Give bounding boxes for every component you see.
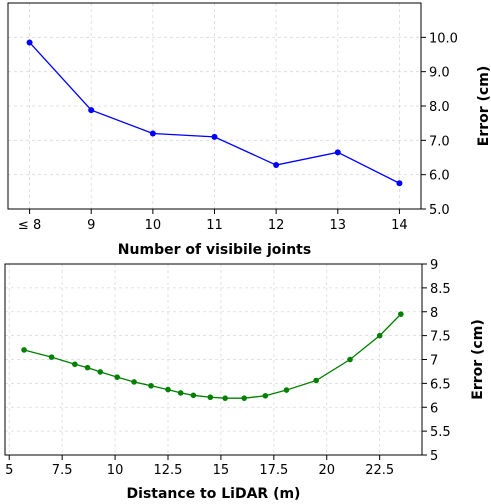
data-point [222,395,228,401]
data-point [398,311,404,317]
data-point [131,379,137,385]
x-tick-label: 15 [213,463,230,478]
x-tick-label: 14 [391,218,408,233]
y-tick-label: 6 [430,401,438,416]
x-tick-label: 20 [318,463,335,478]
top-chart: ≤ 8 9 10 11 12 13 14 5.0 6.0 7.0 8.0 9.0 10.0 Number … [7,2,491,258]
data-point [165,386,171,393]
x-tick-label: 5 [5,463,13,478]
x-axis-label: Number of visibile joints [118,242,311,258]
x-tick-label: 10 [107,463,124,478]
y-tick-label: 5.5 [430,425,451,440]
data-point [97,369,104,375]
data-point [241,395,247,401]
y-tick-label: 8 [430,306,438,321]
series-line [23,313,402,399]
y-axis-label: Error (cm) [476,66,491,146]
x-tick-label: 9 [87,218,95,233]
x-tick-label: 12 [268,218,285,233]
data-point [211,133,218,140]
data-point [148,382,154,389]
x-axis-label: Distance to LiDAR (m) [127,486,301,502]
data-point [149,130,156,137]
data-point [273,162,280,169]
y-tick-label: 5.0 [429,203,450,218]
y-tick-label: 6.5 [430,377,451,392]
y-tick-label: 8.0 [429,100,450,115]
x-tick-label: 7.5 [52,463,73,478]
data-point [84,364,91,371]
y-tick-label: 10.0 [429,31,458,46]
x-tick-label: 11 [206,218,223,233]
x-tick-label: 10 [145,218,162,233]
y-tick-label: 7.0 [429,134,450,149]
x-tick-label: 12.5 [154,463,183,478]
y-tick-label: 7.5 [430,330,451,345]
data-point [26,39,33,46]
data-point [21,347,27,353]
data-point [347,356,353,363]
data-point [376,332,383,339]
data-point [396,180,403,187]
data-point [262,392,269,399]
data-point [88,107,95,114]
y-tick-label: 9 [430,258,438,273]
data-point [114,374,120,380]
x-tick-label: ≤ 8 [18,218,41,233]
data-point [177,390,184,396]
y-axis-label: Error (cm) [470,319,486,399]
data-point [334,149,341,156]
y-tick-label: 9.0 [429,66,450,81]
bottom-chart: 5 7.5 10 12.5 15 17.5 20 22.5 5 5.5 6 6.5 7 7.5 8 8.5 9 D… [4,258,486,502]
y-tick-label: 5 [430,449,438,464]
data-point [72,361,78,368]
data-point [207,394,214,401]
x-tick-label: 22.5 [365,463,394,478]
data-point [48,354,55,360]
data-point [313,377,319,384]
data-point [283,387,290,393]
y-tick-label: 7 [430,354,438,369]
data-point [190,392,197,399]
x-tick-label: 17.5 [259,463,288,478]
x-tick-label: 13 [330,218,347,233]
y-tick-label: 8.5 [430,282,451,297]
y-tick-label: 6.0 [429,169,450,184]
